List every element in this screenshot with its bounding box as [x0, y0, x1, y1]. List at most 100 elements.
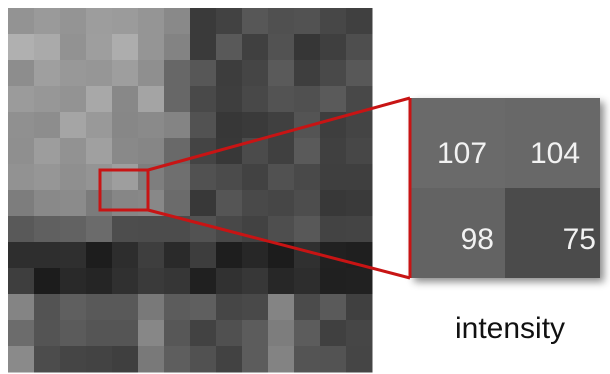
pixel — [112, 60, 139, 87]
pixel — [216, 34, 243, 61]
pixel — [346, 138, 373, 165]
pixel — [242, 164, 269, 191]
pixel — [164, 8, 191, 35]
pixel — [216, 112, 243, 139]
pixel — [190, 216, 217, 243]
pixel — [8, 320, 35, 347]
pixel — [268, 346, 295, 373]
pixel — [294, 190, 321, 217]
pixel — [86, 242, 113, 269]
pixel — [346, 320, 373, 347]
pixel — [268, 190, 295, 217]
pixel — [268, 216, 295, 243]
pixel — [242, 60, 269, 87]
pixel — [216, 242, 243, 269]
pixel — [320, 86, 347, 113]
pixel — [216, 8, 243, 35]
pixel — [216, 294, 243, 321]
pixel — [268, 268, 295, 295]
page: 107 104 98 75 intensity (() => { const d… — [0, 0, 610, 374]
pixel — [34, 216, 61, 243]
pixel — [242, 8, 269, 35]
pixel — [268, 164, 295, 191]
pixel — [34, 60, 61, 87]
pixel — [216, 164, 243, 191]
pixel — [164, 320, 191, 347]
pixel — [294, 164, 321, 191]
pixel — [216, 320, 243, 347]
pixel — [346, 346, 373, 373]
pixel — [294, 86, 321, 113]
pixel — [112, 190, 139, 217]
pixel — [320, 138, 347, 165]
pixel — [112, 138, 139, 165]
pixel — [346, 34, 373, 61]
pixel — [216, 86, 243, 113]
pixel — [242, 34, 269, 61]
pixel — [190, 190, 217, 217]
pixel — [8, 346, 35, 373]
pixel — [346, 60, 373, 87]
pixel — [138, 112, 165, 139]
pixel — [346, 8, 373, 35]
pixel — [34, 138, 61, 165]
pixel — [86, 112, 113, 139]
pixel — [346, 164, 373, 191]
diagram: 107 104 98 75 intensity — [0, 0, 610, 374]
pixel — [34, 268, 61, 295]
pixel — [34, 164, 61, 191]
pixel — [320, 268, 347, 295]
pixel — [112, 268, 139, 295]
pixel — [34, 294, 61, 321]
caption: intensity — [455, 312, 565, 345]
pixel — [164, 34, 191, 61]
pixel — [320, 164, 347, 191]
pixel — [190, 60, 217, 87]
pixel — [164, 294, 191, 321]
pixel — [34, 34, 61, 61]
pixel — [86, 268, 113, 295]
pixel — [216, 346, 243, 373]
pixel — [8, 164, 35, 191]
pixel — [268, 320, 295, 347]
pixel — [8, 34, 35, 61]
pixel — [242, 86, 269, 113]
pixel — [346, 268, 373, 295]
pixel — [294, 34, 321, 61]
pixel — [268, 294, 295, 321]
pixel — [268, 8, 295, 35]
cell-value: 98 — [461, 223, 494, 256]
pixel — [346, 216, 373, 243]
pixel — [320, 216, 347, 243]
pixel — [216, 190, 243, 217]
pixel — [190, 112, 217, 139]
pixel — [60, 60, 87, 87]
pixel — [8, 268, 35, 295]
pixel — [60, 320, 87, 347]
pixel — [242, 190, 269, 217]
pixel — [8, 242, 35, 269]
pixel — [138, 86, 165, 113]
pixel — [34, 8, 61, 35]
pixel — [294, 138, 321, 165]
pixel — [60, 34, 87, 61]
pixel — [112, 294, 139, 321]
cell-value: 107 — [437, 137, 487, 170]
pixel — [164, 190, 191, 217]
pixel — [320, 34, 347, 61]
pixel — [294, 320, 321, 347]
pixel — [112, 346, 139, 373]
pixel — [294, 60, 321, 87]
pixel — [138, 294, 165, 321]
pixel — [60, 8, 87, 35]
pixel — [60, 164, 87, 191]
pixel — [112, 34, 139, 61]
pixel — [320, 8, 347, 35]
pixel — [34, 346, 61, 373]
pixel — [138, 242, 165, 269]
pixel — [294, 216, 321, 243]
pixel — [242, 294, 269, 321]
pixel — [112, 8, 139, 35]
pixel — [138, 138, 165, 165]
pixel — [190, 8, 217, 35]
